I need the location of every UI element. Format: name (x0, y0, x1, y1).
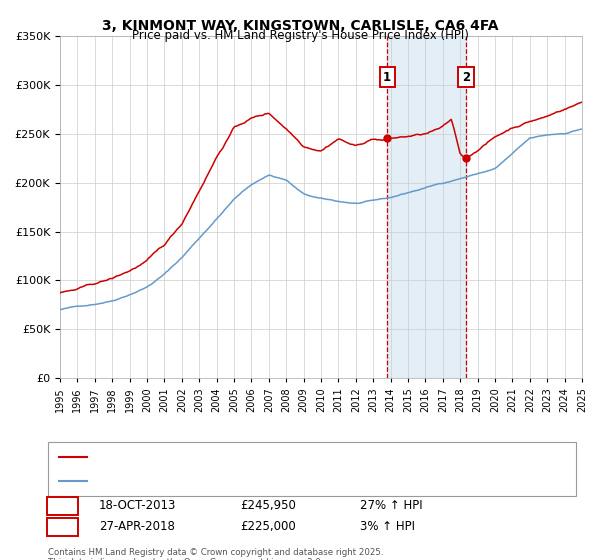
Text: 27% ↑ HPI: 27% ↑ HPI (360, 498, 422, 512)
Bar (387, 36, 466, 378)
Text: 2: 2 (58, 520, 67, 533)
Text: 18-OCT-2013: 18-OCT-2013 (99, 498, 176, 512)
Text: 2: 2 (462, 71, 470, 84)
Text: 3, KINMONT WAY, KINGSTOWN, CARLISLE, CA6 4FA (detached house): 3, KINMONT WAY, KINGSTOWN, CARLISLE, CA6… (91, 452, 451, 463)
Text: £225,000: £225,000 (240, 520, 296, 533)
Text: 1: 1 (58, 498, 67, 512)
Text: Price paid vs. HM Land Registry's House Price Index (HPI): Price paid vs. HM Land Registry's House … (131, 29, 469, 42)
Text: Contains HM Land Registry data © Crown copyright and database right 2025.
This d: Contains HM Land Registry data © Crown c… (48, 548, 383, 560)
Text: 3, KINMONT WAY, KINGSTOWN, CARLISLE, CA6 4FA: 3, KINMONT WAY, KINGSTOWN, CARLISLE, CA6… (102, 19, 498, 33)
Text: HPI: Average price, detached house, Cumberland: HPI: Average price, detached house, Cumb… (91, 475, 348, 486)
Text: 3% ↑ HPI: 3% ↑ HPI (360, 520, 415, 533)
Text: 27-APR-2018: 27-APR-2018 (99, 520, 175, 533)
Text: 1: 1 (383, 71, 391, 84)
Text: £245,950: £245,950 (240, 498, 296, 512)
